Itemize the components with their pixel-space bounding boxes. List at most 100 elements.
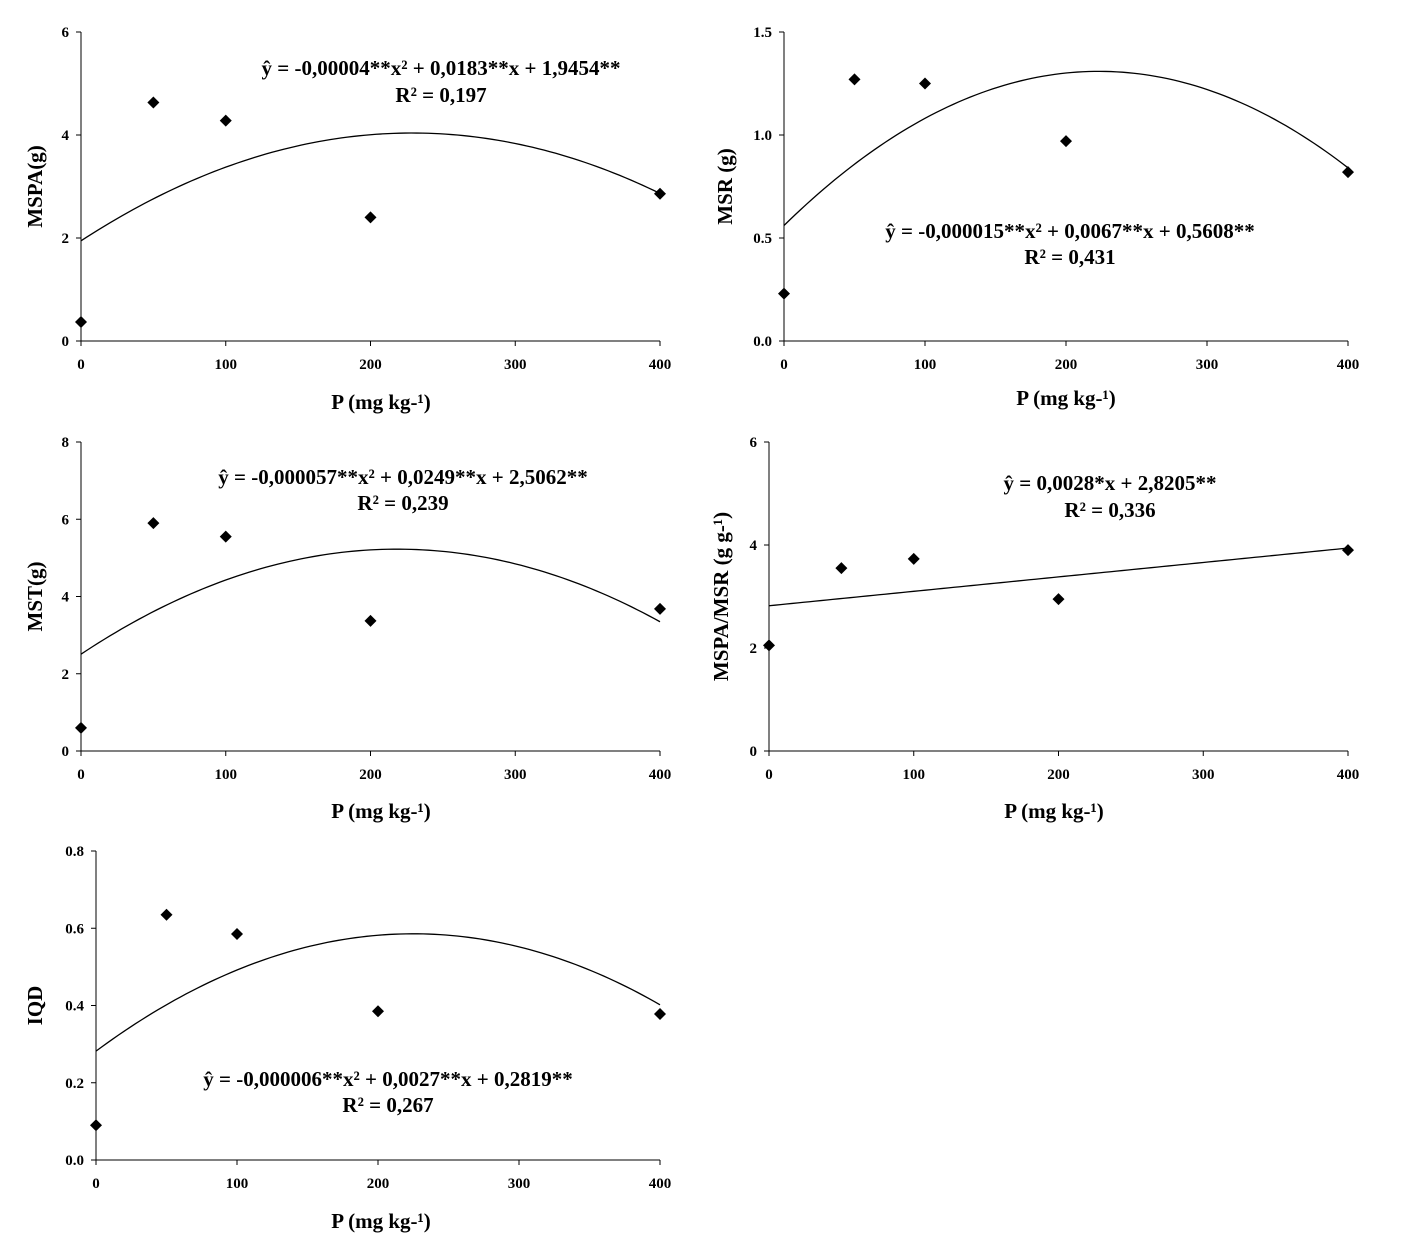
chart-panel-mspa-msr: 0 2 4 6 0 100 200 300 400 P (mg kg-¹) MSPA/MSR (g … xyxy=(709,435,1359,823)
y-axis-title: MSR (g) xyxy=(713,148,737,224)
y-tick-label: 6 xyxy=(750,435,758,451)
x-tick-label: 200 xyxy=(367,1176,390,1192)
y-axis-title: IQD xyxy=(23,986,47,1026)
x-tick-label: 0 xyxy=(92,1176,100,1192)
regression-equation: ŷ = -0,000057**x² + 0,0249**x + 2,5062** xyxy=(218,465,587,489)
y-tick-label: 0.4 xyxy=(65,999,84,1015)
data-point xyxy=(90,1119,102,1132)
y-tick-label: 1.5 xyxy=(753,25,772,41)
data-point xyxy=(364,614,377,627)
y-tick-label: 4 xyxy=(62,128,70,144)
data-point xyxy=(1342,544,1354,557)
regression-line xyxy=(80,548,661,655)
x-axis-title: P (mg kg-¹) xyxy=(1004,799,1104,823)
x-tick-label: 0 xyxy=(765,767,773,783)
r-squared: R² = 0,431 xyxy=(1024,245,1115,269)
chart-panel-mspa: 0 2 4 6 0 100 200 300 400 P (mg kg-¹) MSPA(g) ŷ = -… xyxy=(23,25,671,414)
x-tick-label: 300 xyxy=(504,357,527,373)
x-axis-title: P (mg kg-¹) xyxy=(331,390,431,414)
x-tick-label: 300 xyxy=(504,767,527,783)
y-tick-label: 2 xyxy=(62,231,70,247)
x-tick-label: 100 xyxy=(215,767,238,783)
x-tick-label: 100 xyxy=(215,357,238,373)
y-tick-label: 0.2 xyxy=(65,1076,84,1092)
data-point xyxy=(1052,593,1065,606)
x-tick-label: 200 xyxy=(1047,767,1070,783)
x-tick-label: 300 xyxy=(1196,357,1219,373)
y-tick-label: 0.0 xyxy=(65,1153,84,1169)
r-squared: R² = 0,336 xyxy=(1064,498,1155,522)
data-point xyxy=(654,1007,666,1020)
data-point xyxy=(147,517,160,530)
data-point xyxy=(763,639,775,652)
x-tick-label: 200 xyxy=(359,767,382,783)
x-tick-label: 100 xyxy=(914,357,937,373)
data-point xyxy=(778,287,790,300)
x-tick-label: 0 xyxy=(77,767,85,783)
y-tick-label: 8 xyxy=(62,435,70,451)
y-tick-label: 1.0 xyxy=(753,128,772,144)
x-tick-label: 100 xyxy=(903,767,926,783)
data-point xyxy=(160,908,173,921)
data-point xyxy=(1060,135,1072,148)
regression-line xyxy=(768,547,1349,607)
y-tick-label: 0.0 xyxy=(753,334,772,350)
regression-equation: ŷ = 0,0028*x + 2,8205** xyxy=(1004,471,1217,495)
y-tick-label: 2 xyxy=(62,667,70,683)
x-tick-label: 200 xyxy=(359,357,382,373)
y-tick-label: 0.8 xyxy=(65,844,84,860)
x-tick-label: 400 xyxy=(649,767,672,783)
y-tick-label: 0.5 xyxy=(753,231,772,247)
y-axis-title: MSPA/MSR (g g-¹) xyxy=(709,512,733,681)
data-point xyxy=(364,211,377,224)
x-axis-title: P (mg kg-¹) xyxy=(331,799,431,823)
regression-line xyxy=(95,933,661,1052)
data-point xyxy=(654,602,666,615)
r-squared: R² = 0,267 xyxy=(342,1093,433,1117)
y-axis-title: MST(g) xyxy=(23,562,47,632)
r-squared: R² = 0,197 xyxy=(395,83,486,107)
y-tick-label: 6 xyxy=(62,512,70,528)
x-tick-label: 300 xyxy=(1192,767,1215,783)
x-axis-title: P (mg kg-¹) xyxy=(1016,386,1116,410)
data-point xyxy=(219,530,232,543)
y-tick-label: 0 xyxy=(62,744,70,760)
data-point xyxy=(654,187,666,200)
x-tick-label: 0 xyxy=(780,357,788,373)
data-point xyxy=(919,77,931,90)
chart-panel-iqd: 0.0 0.2 0.4 0.6 0.8 0 100 200 300 400 P (mg kg-¹) I… xyxy=(23,844,671,1233)
chart-panel-msr: 0.0 0.5 1.0 1.5 0 100 200 300 400 P (mg kg-¹) MSR … xyxy=(713,25,1359,410)
regression-line xyxy=(783,70,1349,226)
data-point xyxy=(75,721,87,734)
y-tick-label: 2 xyxy=(750,641,758,657)
x-tick-label: 0 xyxy=(77,357,85,373)
regression-equation: ŷ = -0,000015**x² + 0,0067**x + 0,5608** xyxy=(885,219,1254,243)
data-point xyxy=(1342,166,1354,179)
data-point xyxy=(835,562,848,575)
data-point xyxy=(231,928,243,941)
x-tick-label: 400 xyxy=(649,1176,672,1192)
x-axis-title: P (mg kg-¹) xyxy=(331,1209,431,1233)
y-tick-label: 0.6 xyxy=(65,921,84,937)
x-tick-label: 200 xyxy=(1055,357,1078,373)
x-tick-label: 400 xyxy=(1337,767,1360,783)
y-tick-label: 4 xyxy=(750,538,758,554)
y-tick-label: 4 xyxy=(62,590,70,606)
regression-equation: ŷ = -0,000006**x² + 0,0027**x + 0,2819** xyxy=(203,1067,572,1091)
data-point xyxy=(75,315,87,328)
chart-panel-mst: 0 2 4 6 8 0 100 200 300 400 P (mg kg-¹) MST(g) ŷ = -… xyxy=(23,435,671,823)
data-point xyxy=(372,1005,384,1018)
y-tick-label: 6 xyxy=(62,25,70,41)
regression-line xyxy=(80,132,661,242)
x-tick-label: 100 xyxy=(226,1176,249,1192)
data-point xyxy=(219,114,232,127)
y-tick-label: 0 xyxy=(750,744,758,760)
r-squared: R² = 0,239 xyxy=(357,491,448,515)
y-tick-label: 0 xyxy=(62,334,70,350)
regression-equation: ŷ = -0,00004**x² + 0,0183**x + 1,9454** xyxy=(262,56,621,80)
x-tick-label: 300 xyxy=(508,1176,531,1192)
data-point xyxy=(147,96,160,109)
x-tick-label: 400 xyxy=(649,357,672,373)
data-point xyxy=(907,552,920,565)
